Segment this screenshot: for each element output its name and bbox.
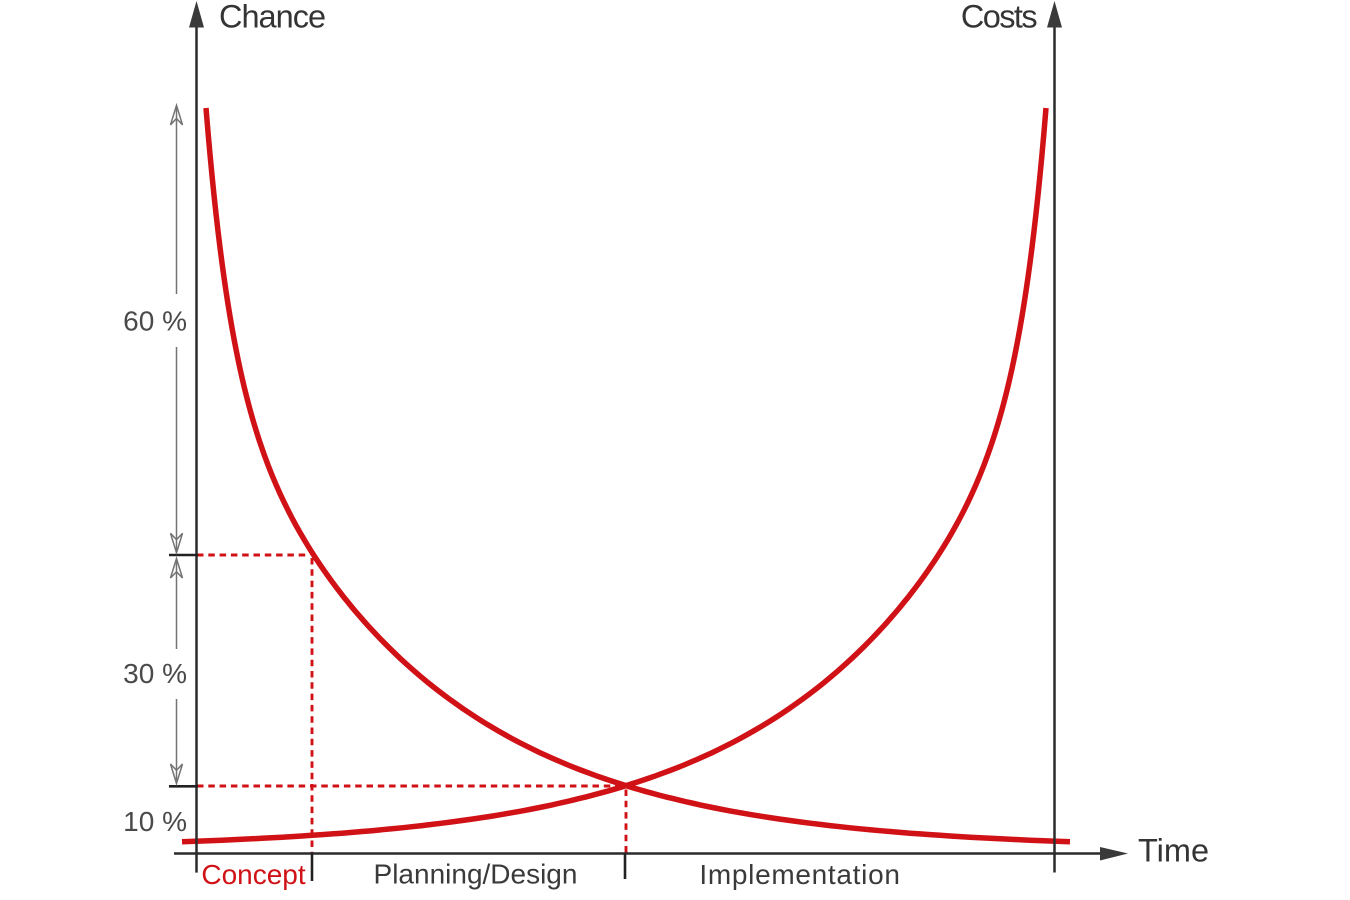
svg-text:Implementation: Implementation [699, 859, 900, 890]
svg-text:30 %: 30 % [123, 658, 187, 689]
svg-text:60 %: 60 % [123, 306, 187, 337]
svg-text:Costs: Costs [961, 0, 1037, 35]
svg-text:10 %: 10 % [123, 806, 187, 837]
svg-text:Time: Time [1138, 833, 1209, 869]
svg-text:Chance: Chance [219, 0, 325, 35]
svg-text:Concept: Concept [201, 859, 306, 890]
svg-text:Planning/Design: Planning/Design [374, 859, 578, 890]
